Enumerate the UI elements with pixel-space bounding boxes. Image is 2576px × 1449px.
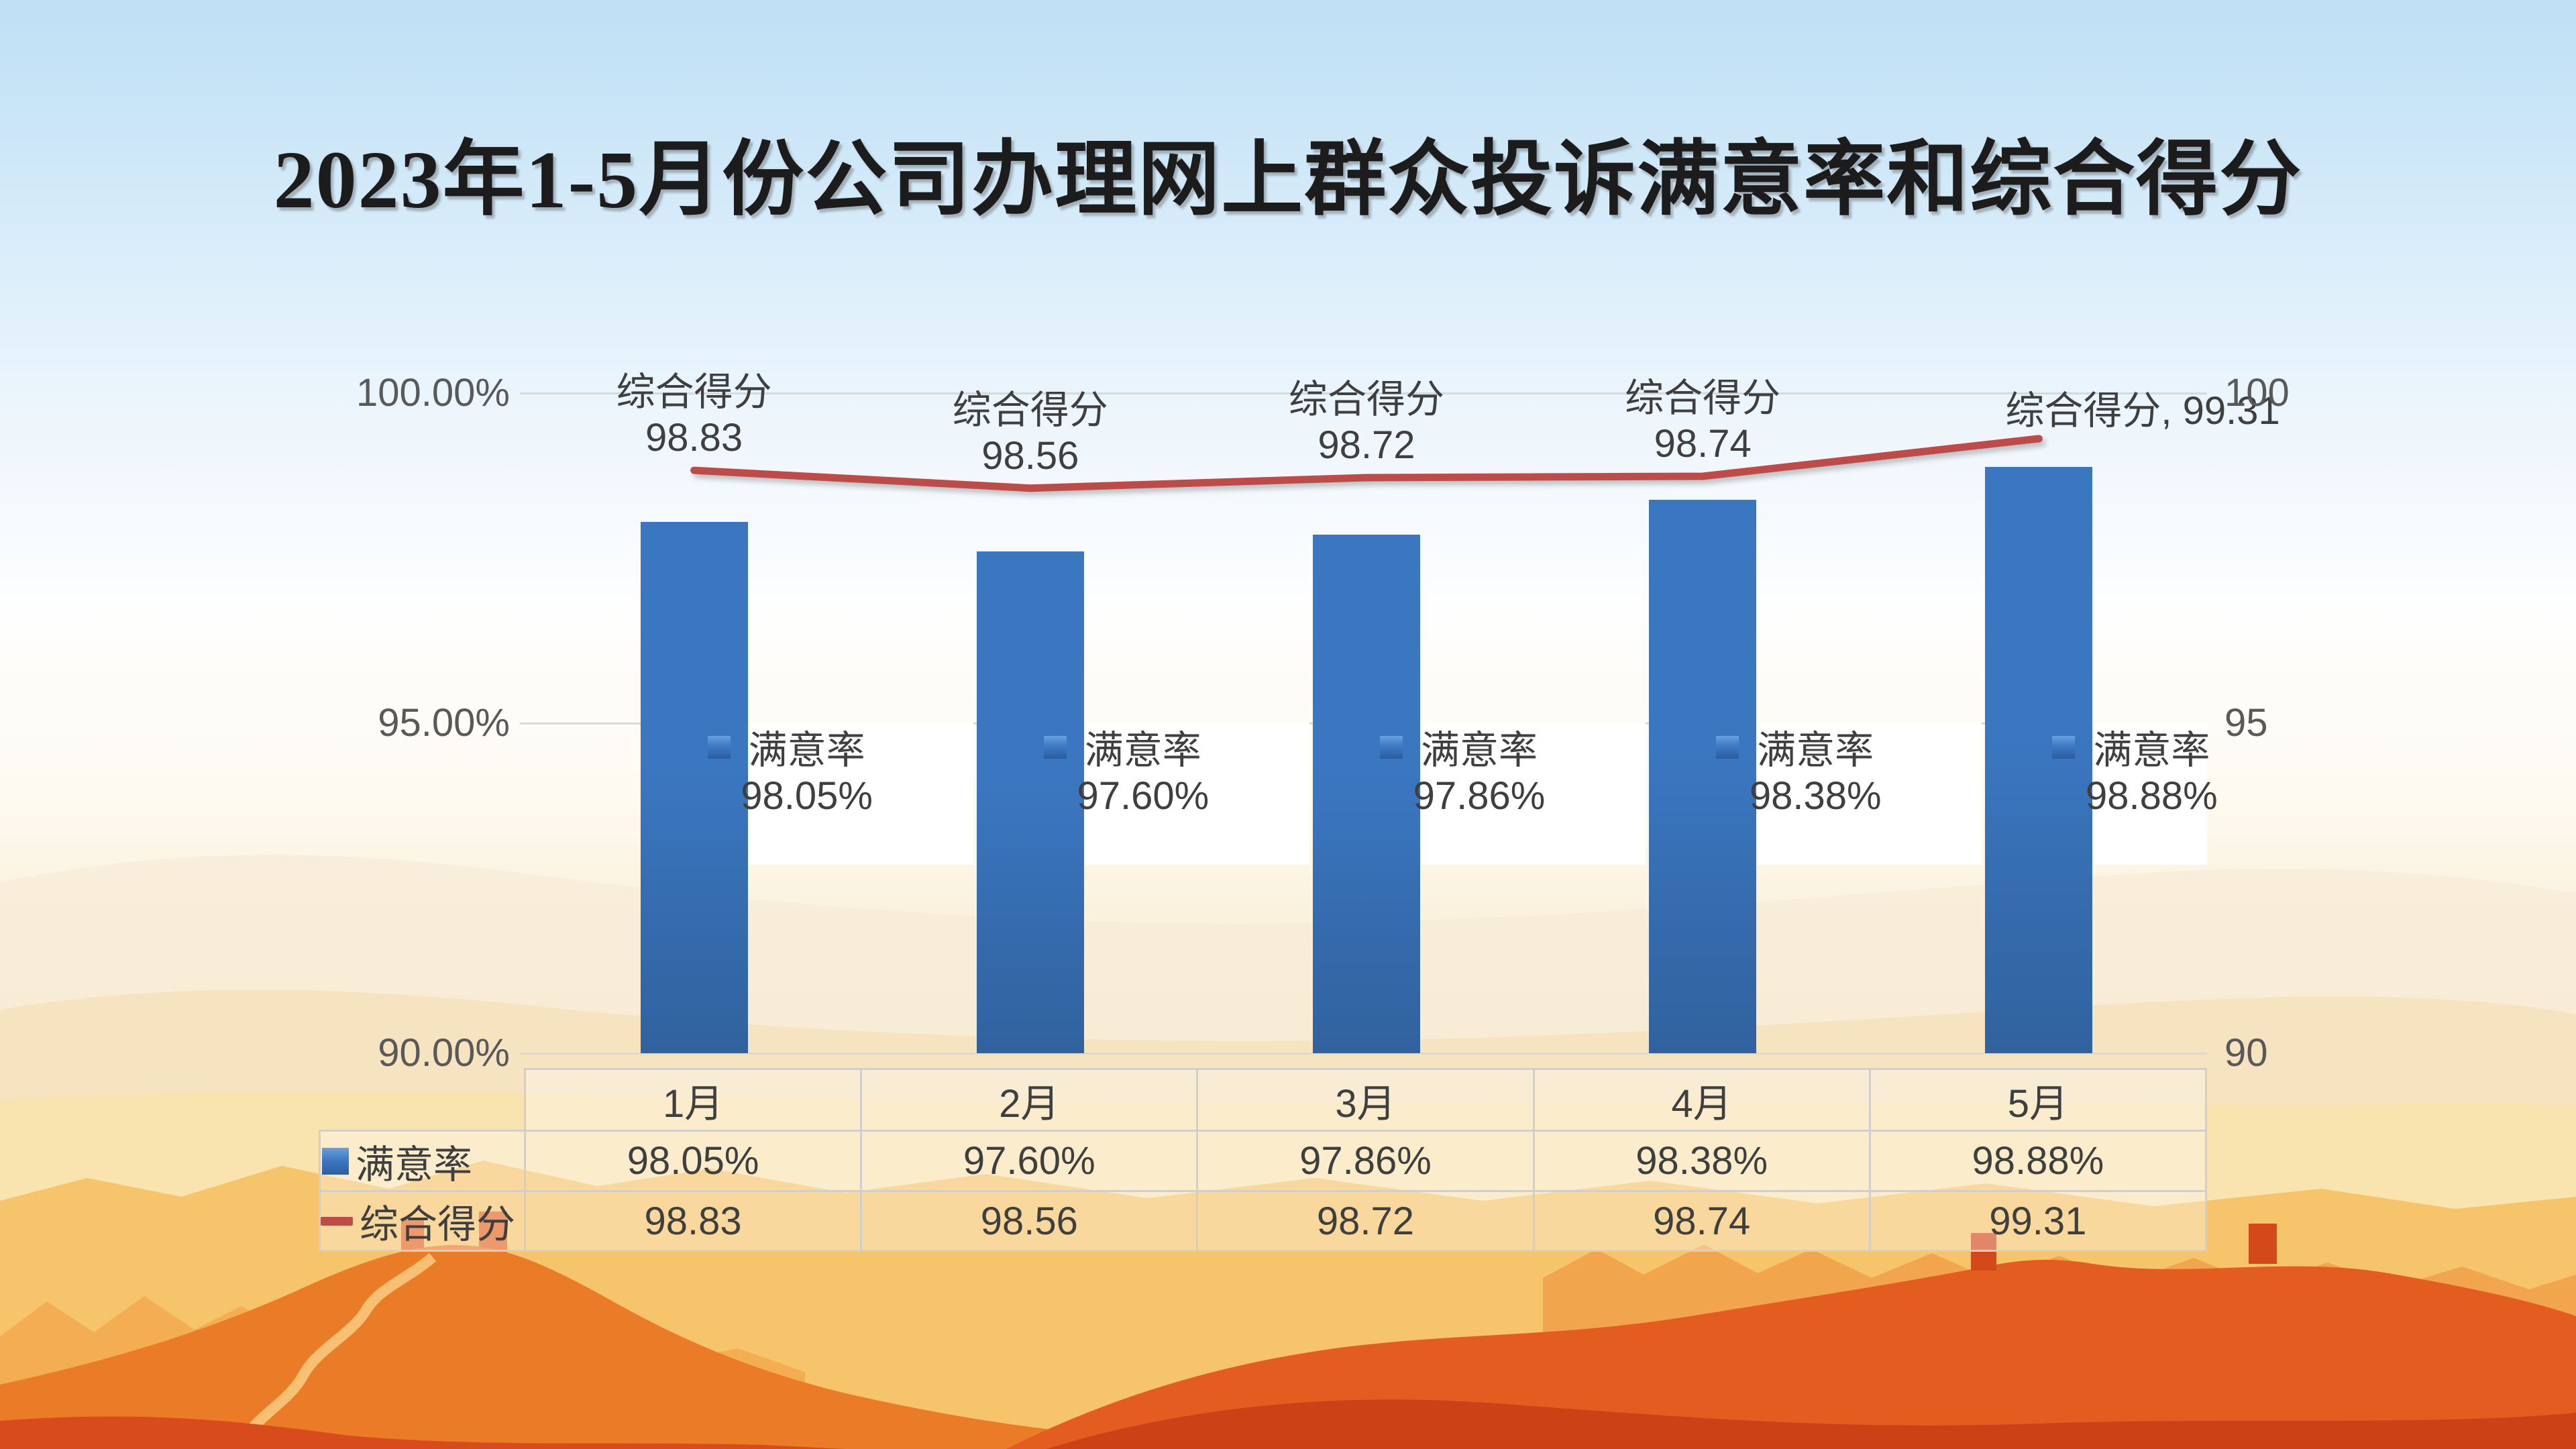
front-ridge-left [0,1416,845,1449]
bar-series-key-icon [322,1147,349,1175]
line-data-label-line: 综合得分 [616,370,772,415]
bar-data-label: 满意率 97.60% [1043,722,1309,865]
month-header-cell: 5月 [1870,1068,2207,1132]
bar-data-label-line: 满意率 [1757,729,1874,772]
value-cell: 98.88% [1870,1132,2207,1192]
bar-series-key-icon [2052,736,2076,759]
table-corner-cell [319,1068,526,1132]
bar-data-label-line: 满意率 [748,729,865,772]
month-header-cell: 3月 [1198,1068,1535,1132]
bar-data-label-text: 满意率 98.88% [2086,728,2218,819]
y-axis-right-tick-label: 95 [2224,701,2268,745]
bar-data-label-line: 98.05% [741,774,873,818]
line-data-label: 综合得分 98.72 [1199,377,1534,468]
value-cell: 97.86% [1198,1132,1535,1192]
line-data-label-line: 综合得分 [952,388,1108,432]
bar-data-label-line: 满意率 [2093,729,2210,772]
value-cell: 97.60% [862,1132,1199,1192]
bar-data-label-line: 97.86% [1413,774,1546,818]
value-cell: 98.38% [1534,1132,1871,1192]
bar-1月 [640,521,748,1053]
bar-series-key-icon [1716,736,1739,759]
y-axis-right-tick-label: 90 [2224,1031,2268,1075]
y-axis-left-tick-label: 100.00% [356,371,510,415]
great-wall-path [238,1252,437,1444]
value-cell: 98.74 [1534,1192,1871,1252]
bar-data-label-line: 满意率 [1084,729,1201,772]
y-axis-left-tick-label: 90.00% [378,1031,510,1075]
bar-data-label-line: 97.60% [1077,774,1210,818]
wall-tower-icon [1971,1233,1996,1271]
bar-series-key-icon [1380,736,1403,759]
line-series-key-icon [321,1216,353,1226]
value-cell: 98.05% [526,1132,863,1192]
line-data-label-line: 98.56 [981,433,1079,478]
bar-4月 [1649,500,1757,1053]
wall-tower-icon [2249,1224,2277,1264]
series-name-cell: 满意率 [319,1132,526,1192]
line-data-label: 综合得分 98.83 [527,370,862,461]
value-cell: 98.72 [1198,1192,1535,1252]
line-data-label-line: 98.74 [1654,421,1752,466]
month-header-cell: 1月 [526,1068,863,1132]
bar-series-key-icon [707,736,731,759]
bar-data-label-line: 98.38% [1749,774,1882,818]
value-cell: 98.83 [526,1192,863,1252]
gridline [520,392,2207,394]
bar-data-label: 满意率 98.05% [707,722,973,865]
line-data-label-line: 综合得分 [1288,377,1444,421]
line-data-label-line: 98.83 [645,416,743,460]
line-data-label: 综合得分 98.56 [863,388,1198,479]
bar-3月 [1313,534,1420,1053]
y-axis-right-tick-label: 100 [2224,371,2290,415]
bar-data-label-text: 满意率 97.86% [1413,728,1546,819]
bar-data-label: 满意率 98.88% [2052,722,2218,865]
bar-series-key-icon [1043,736,1067,759]
gridline [520,1053,2207,1055]
value-cell: 99.31 [1870,1192,2207,1252]
line-data-label-line: 98.72 [1318,423,1415,467]
y-axis-left-tick-label: 95.00% [378,701,510,745]
series-name: 综合得分 [360,1203,516,1246]
main-mountain [0,1244,1248,1449]
bar-data-label-text: 满意率 98.05% [741,728,873,819]
chart-title: 2023年1-5月份公司办理网上群众投诉满意率和综合得分 [273,135,2303,225]
bar-data-label-text: 满意率 97.60% [1077,728,1209,819]
bar-2月 [976,551,1084,1053]
bar-data-label-line: 98.88% [2086,774,2218,818]
bar-5月 [1985,467,2093,1053]
bar-data-label: 满意率 97.86% [1380,722,1646,865]
bar-data-label: 满意率 98.38% [1716,722,1982,865]
series-name-cell: 综合得分 [319,1192,526,1252]
bar-data-label-text: 满意率 98.38% [1750,728,1882,819]
line-data-label: 综合得分, 99.31 [2005,388,2280,433]
month-header-cell: 4月 [1534,1068,1871,1132]
line-data-label-line: 综合得分 [1625,376,1781,420]
front-ridge-right [1046,1399,2576,1449]
month-header-cell: 2月 [862,1068,1199,1132]
line-data-label: 综合得分 98.74 [1535,376,1870,467]
bar-data-label-line: 满意率 [1420,729,1538,772]
value-cell: 98.56 [862,1192,1199,1252]
series-name: 满意率 [356,1142,473,1187]
data-table: 1月 2月 3月 4月 5月 满意率 98.05% 97.60% 97.86% 98.38% 98.… [319,1068,2207,1252]
